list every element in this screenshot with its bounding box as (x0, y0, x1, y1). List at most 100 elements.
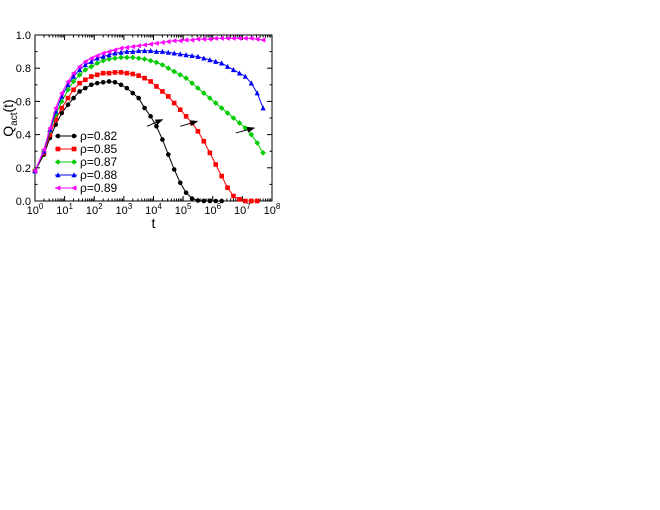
legend: ρ=0.82ρ=0.85ρ=0.87ρ=0.88ρ=0.89 (55, 129, 118, 195)
data-point (230, 67, 237, 73)
data-point (248, 80, 254, 86)
data-point (148, 114, 153, 119)
data-point (254, 90, 260, 96)
data-point (147, 41, 153, 47)
data-point (177, 51, 183, 57)
y-tick-label: 0.6 (16, 96, 31, 108)
data-point (224, 35, 230, 41)
data-point (118, 45, 124, 51)
data-point (70, 70, 76, 76)
data-point (230, 115, 237, 121)
data-point (65, 95, 71, 101)
data-point (183, 37, 189, 43)
y-axis: 0.0 0.2 0.4 0.6 0.8 1.0 (16, 30, 272, 208)
data-point (124, 48, 130, 54)
data-point (141, 56, 148, 62)
x-tick-label: 102 (86, 202, 103, 217)
data-point (242, 73, 248, 79)
data-point (224, 110, 231, 116)
data-point (124, 70, 130, 76)
data-point (112, 80, 118, 85)
data-point (183, 75, 189, 81)
data-point (166, 152, 171, 157)
legend-marker (55, 133, 61, 139)
data-point (118, 82, 124, 88)
data-point (153, 48, 160, 54)
data-point (82, 62, 88, 68)
legend-marker (71, 146, 77, 152)
data-point (219, 173, 224, 179)
data-point (171, 68, 178, 75)
data-point (136, 73, 141, 78)
data-point (106, 70, 112, 76)
data-point (201, 138, 207, 144)
data-point (189, 196, 195, 201)
data-point (106, 79, 112, 84)
data-point (207, 95, 213, 101)
legend-marker (55, 146, 61, 152)
data-point (106, 56, 112, 62)
data-point (207, 36, 213, 42)
data-point (118, 54, 124, 61)
data-point (213, 198, 219, 204)
data-point (89, 74, 94, 79)
data-point (76, 72, 83, 78)
data-point (141, 47, 148, 54)
data-point (201, 55, 207, 61)
data-point (88, 55, 94, 61)
data-point (112, 50, 118, 56)
data-point (100, 57, 106, 64)
legend-item: ρ=0.87 (55, 155, 118, 169)
data-point (77, 89, 82, 94)
data-point (213, 162, 219, 167)
legend-marker (55, 185, 61, 191)
data-point (106, 49, 112, 55)
data-point (160, 137, 165, 142)
legend-item: ρ=0.82 (55, 129, 118, 143)
data-point (153, 40, 159, 46)
data-point (183, 190, 189, 195)
data-point (47, 125, 53, 131)
legend-item: ρ=0.85 (55, 142, 118, 156)
data-point (243, 198, 248, 204)
data-point (106, 52, 112, 58)
data-point (201, 36, 207, 42)
data-point (171, 167, 177, 172)
data-point (236, 35, 242, 41)
data-point (100, 70, 106, 76)
annotation-arrow (180, 120, 199, 127)
data-point (41, 146, 47, 153)
data-point (159, 39, 165, 46)
data-point (183, 114, 189, 119)
annotation-arrow (235, 126, 256, 134)
plot-frame (34, 34, 273, 202)
data-point (88, 63, 95, 70)
legend-item: ρ=0.88 (55, 168, 118, 182)
data-point (142, 105, 147, 111)
y-tick-label: 0.4 (16, 130, 31, 142)
x-tick-label: 105 (175, 202, 192, 217)
legend-label: ρ=0.85 (80, 142, 118, 156)
legend-item: ρ=0.89 (55, 181, 118, 195)
y-tick-label: 1.0 (16, 30, 31, 42)
data-point (71, 95, 76, 101)
annotations (146, 119, 256, 134)
data-point (248, 131, 255, 138)
data-point (177, 38, 183, 44)
data-point (201, 198, 207, 204)
data-point (207, 150, 213, 156)
data-point (130, 48, 136, 54)
legend-label: ρ=0.88 (80, 168, 118, 182)
data-point (165, 49, 171, 55)
x-tick-label: 103 (116, 202, 133, 217)
data-point (129, 44, 136, 50)
data-point (189, 80, 195, 86)
data-point (153, 59, 160, 66)
data-point (130, 90, 136, 96)
data-point (224, 63, 231, 69)
data-point (212, 35, 219, 41)
data-point (141, 42, 147, 48)
legend-marker (71, 172, 77, 178)
data-point (159, 48, 166, 54)
data-point (82, 67, 89, 73)
